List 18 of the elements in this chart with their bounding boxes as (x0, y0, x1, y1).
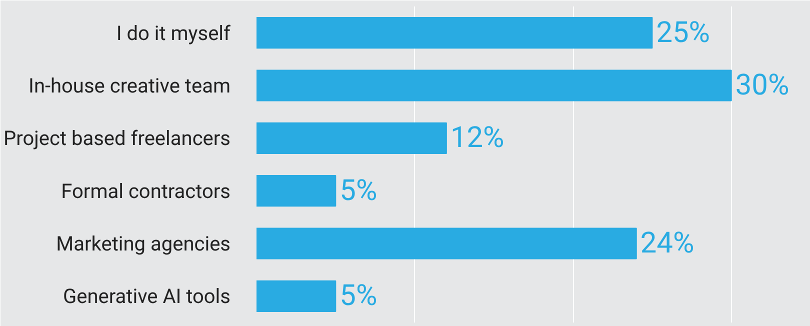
bar (256, 280, 336, 312)
bar (256, 70, 732, 102)
y-tick-label: I do it myself (116, 20, 231, 45)
bar (256, 228, 637, 260)
bar (256, 122, 447, 154)
bar (256, 17, 653, 49)
bar (256, 175, 336, 207)
y-tick-label: Project based freelancers (4, 126, 231, 150)
y-tick-label: Marketing agencies (56, 232, 230, 256)
data-label: 24% (640, 226, 694, 260)
data-label: 5% (340, 174, 378, 208)
y-tick-label: Generative AI tools (63, 284, 231, 308)
data-label: 30% (735, 68, 790, 102)
data-label: 12% (450, 121, 504, 156)
y-tick-label: In-house creative team (28, 74, 231, 98)
y-tick-label: Formal contractors (61, 178, 230, 203)
data-label: 5% (340, 279, 378, 314)
data-label: 25% (656, 16, 710, 50)
